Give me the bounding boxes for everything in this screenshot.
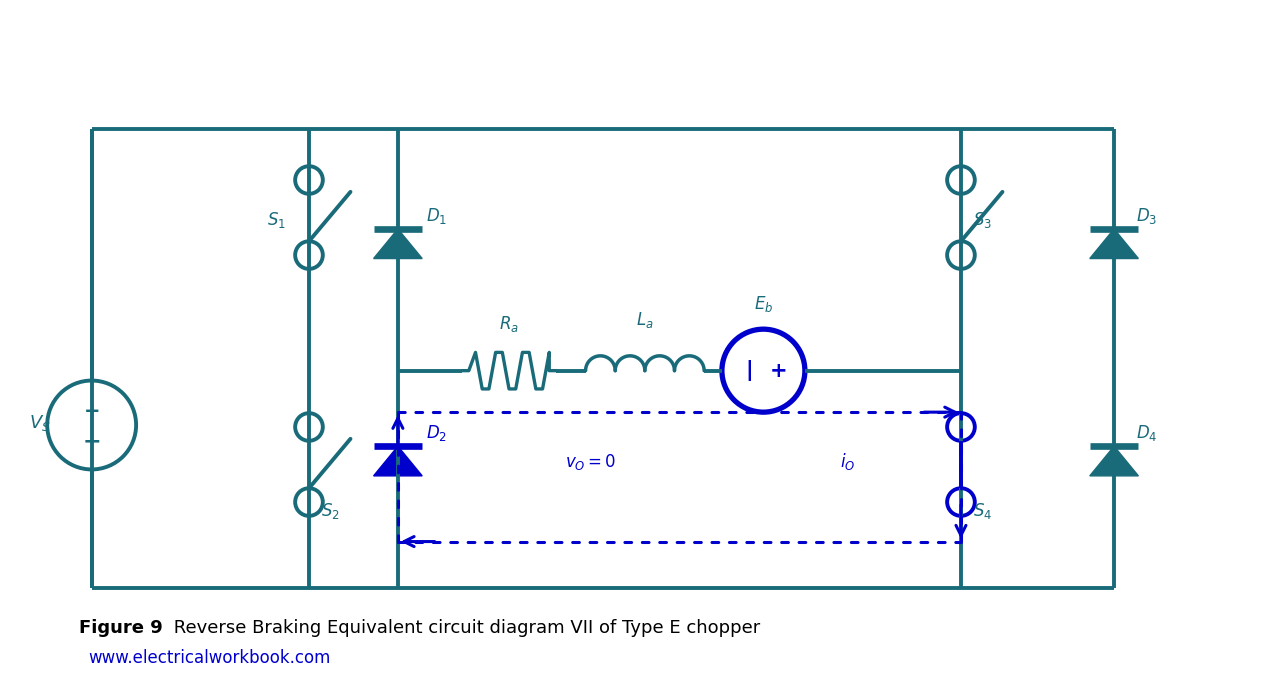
Text: $D_1$: $D_1$ — [425, 206, 447, 226]
Text: −: − — [82, 431, 101, 452]
Text: $V_S$: $V_S$ — [29, 413, 51, 433]
Text: $L_a$: $L_a$ — [636, 310, 653, 330]
Text: Figure 9: Figure 9 — [78, 619, 162, 637]
Text: $D_4$: $D_4$ — [1136, 423, 1157, 443]
Text: $D_2$: $D_2$ — [425, 423, 447, 443]
Polygon shape — [373, 229, 422, 259]
Text: $S_2$: $S_2$ — [320, 501, 339, 521]
Text: $S_3$: $S_3$ — [972, 211, 991, 230]
Text: $i_O$: $i_O$ — [839, 451, 855, 472]
Text: +: + — [770, 361, 787, 381]
Polygon shape — [373, 446, 422, 476]
Polygon shape — [1090, 229, 1138, 259]
Polygon shape — [1090, 446, 1138, 476]
Text: Reverse Braking Equivalent circuit diagram VII of Type E chopper: Reverse Braking Equivalent circuit diagr… — [167, 619, 760, 637]
Text: $D_3$: $D_3$ — [1136, 206, 1157, 226]
Text: $E_b$: $E_b$ — [753, 294, 774, 314]
Text: $R_a$: $R_a$ — [499, 314, 519, 334]
Text: |: | — [746, 360, 753, 381]
Text: $v_O = 0$: $v_O = 0$ — [565, 452, 617, 472]
Text: +: + — [84, 402, 100, 421]
Text: www.electricalworkbook.com: www.electricalworkbook.com — [89, 649, 332, 667]
Text: $S_4$: $S_4$ — [972, 501, 993, 521]
Text: $S_1$: $S_1$ — [267, 211, 286, 230]
